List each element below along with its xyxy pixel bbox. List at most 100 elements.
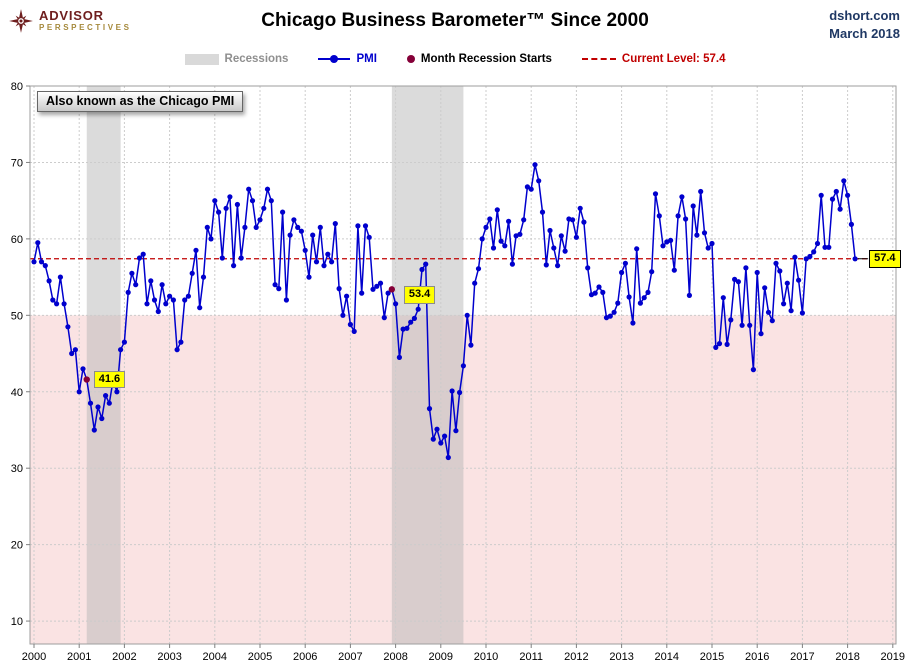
x-axis-label: 2003: [157, 651, 181, 661]
pmi-point: [208, 236, 214, 242]
pmi-point: [445, 454, 451, 461]
pmi-point: [336, 286, 342, 292]
x-axis-label: 2008: [383, 651, 407, 661]
y-axis-label: 60: [11, 234, 23, 246]
pmi-point: [671, 267, 677, 273]
x-axis-label: 2005: [248, 651, 272, 661]
pmi-point: [754, 269, 760, 276]
pmi-point: [174, 347, 180, 353]
pmi-point: [615, 300, 621, 306]
pmi-point: [223, 205, 229, 211]
pmi-point: [291, 217, 297, 223]
pmi-point: [295, 224, 301, 230]
pmi-point: [61, 301, 67, 307]
pmi-point: [69, 350, 75, 357]
legend-label-pmi: PMI: [356, 53, 377, 65]
pmi-point: [287, 232, 293, 238]
pmi-point: [668, 237, 674, 243]
legend-label-current-level: Current Level: 57.4: [621, 53, 726, 65]
pmi-point: [212, 198, 218, 204]
pmi-point: [362, 223, 369, 229]
pmi-point: [750, 367, 757, 373]
logo-text: ADVISOR PERSPECTIVES: [39, 8, 132, 33]
pmi-point: [555, 263, 561, 269]
pmi-point: [472, 280, 478, 286]
pmi-point: [185, 293, 191, 299]
pmi-point: [852, 256, 858, 262]
pmi-marker-swatch: [330, 55, 339, 63]
pmi-point: [728, 317, 734, 323]
pmi-point: [438, 440, 444, 446]
pmi-point: [637, 300, 644, 306]
pmi-point: [38, 259, 45, 265]
pmi-point: [788, 308, 794, 314]
pmi-point: [370, 286, 376, 292]
pmi-point: [329, 259, 335, 265]
pmi-point: [268, 198, 274, 204]
pmi-point: [227, 194, 233, 200]
pmi-point: [720, 295, 726, 301]
y-axis-label: 50: [11, 310, 23, 322]
x-axis-label: 2017: [790, 651, 814, 661]
pmi-point: [479, 236, 485, 242]
x-axis-label: 2015: [700, 651, 724, 661]
pmi-point: [652, 191, 659, 197]
pmi-point: [475, 266, 482, 272]
pmi-point: [713, 344, 719, 350]
pmi-point: [253, 224, 259, 230]
pmi-point: [781, 301, 787, 307]
advisor-perspectives-logo: ADVISOR PERSPECTIVES: [8, 8, 132, 34]
pmi-point: [65, 324, 71, 330]
y-axis-label: 80: [11, 81, 23, 93]
pmi-point: [536, 178, 542, 184]
pmi-point: [814, 240, 821, 247]
pmi-point: [246, 186, 252, 192]
pmi-point: [46, 278, 52, 284]
pmi-point: [242, 224, 248, 230]
pmi-point: [415, 306, 421, 312]
pmi-point: [735, 279, 742, 285]
pmi-point: [829, 196, 836, 202]
pmi-point: [845, 192, 851, 198]
recession-start-marker-1: [388, 286, 396, 293]
pmi-point: [340, 312, 346, 318]
pmi-point: [377, 280, 384, 286]
pmi-point: [193, 247, 199, 253]
legend-item-pmi: PMI: [318, 53, 377, 65]
pmi-point: [381, 315, 387, 321]
pmi-point: [167, 293, 173, 299]
chart-title: Chicago Business Barometer™ Since 2000: [261, 10, 649, 31]
pmi-point: [351, 328, 357, 334]
pmi-point: [159, 282, 165, 288]
pmi-point: [619, 269, 625, 276]
current-level-value-label: 57.4: [869, 249, 901, 268]
pmi-point: [543, 262, 549, 268]
pmi-point: [675, 213, 681, 219]
pmi-point: [404, 325, 410, 331]
recession-band-0: [86, 86, 121, 644]
x-axis-label: 2000: [22, 651, 46, 661]
pmi-point: [133, 282, 139, 288]
pmi-point: [332, 221, 338, 227]
pmi-point: [347, 321, 353, 328]
pmi-point: [35, 240, 41, 246]
pmi-point: [716, 341, 723, 347]
source-date: March 2018: [829, 25, 900, 41]
pmi-point: [408, 319, 414, 325]
pmi-point: [743, 265, 749, 271]
pmi-point: [302, 247, 308, 253]
pmi-point: [524, 184, 531, 190]
x-axis-label: 2010: [474, 651, 498, 661]
pmi-point: [178, 339, 184, 345]
legend-item-recessions: Recessions: [184, 53, 288, 65]
pmi-point: [679, 194, 685, 200]
pmi-point: [91, 427, 97, 433]
pmi-point: [645, 289, 651, 295]
pmi-point: [807, 253, 813, 260]
x-axis-label: 2012: [564, 651, 588, 661]
pmi-point: [521, 217, 527, 223]
pmi-point: [231, 263, 237, 269]
y-axis-label: 30: [11, 463, 23, 475]
source-attribution: dshort.com March 2018: [829, 7, 900, 42]
